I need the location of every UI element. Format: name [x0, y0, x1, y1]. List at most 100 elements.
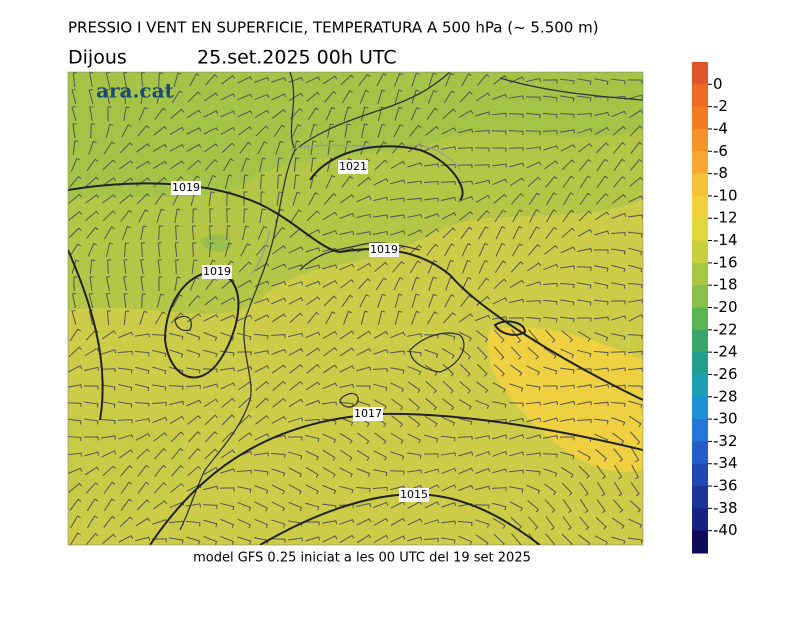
wind-barb: [260, 174, 265, 190]
wind-barb: [526, 262, 542, 272]
wind-barb: [103, 481, 116, 494]
wind-barb: [255, 380, 270, 391]
wind-barb: [85, 482, 99, 494]
wind-barb: [577, 78, 592, 85]
wind-barb: [411, 276, 420, 291]
wind-barb: [424, 501, 440, 509]
wind-barb: [86, 158, 99, 171]
wind-barb: [288, 246, 304, 254]
wind-barb: [560, 400, 576, 406]
wind-barb: [288, 347, 304, 356]
wind-barb: [613, 175, 626, 188]
wind-barb: [475, 314, 491, 322]
wind-barb: [122, 275, 128, 291]
wind-barb: [219, 487, 235, 492]
wind-barb: [192, 242, 197, 258]
colorbar-label: -26: [713, 365, 738, 383]
colorbar-segment: [692, 307, 708, 331]
wind-barb: [136, 499, 150, 511]
colorbar-label: -6: [713, 142, 728, 160]
wind-barb: [220, 449, 236, 459]
wind-barb: [611, 315, 627, 321]
colorbar-label: -20: [713, 298, 738, 316]
wind-barb: [630, 431, 641, 445]
wind-barb: [492, 401, 507, 408]
wind-barb: [100, 418, 116, 425]
wind-barb: [220, 332, 235, 341]
wind-barb: [289, 363, 304, 374]
wind-barb: [84, 451, 100, 457]
wind-barb: [305, 296, 321, 306]
wind-barb: [509, 76, 525, 84]
wind-barb: [560, 466, 574, 478]
wind-barb: [123, 310, 130, 326]
wind-barb: [242, 225, 249, 240]
colorbar-label: -14: [713, 231, 738, 249]
wind-barb: [474, 504, 490, 509]
wind-barb: [322, 520, 338, 525]
wind-barb: [118, 401, 133, 408]
wind-barb: [322, 449, 336, 461]
wind-barb: [509, 95, 524, 100]
wind-barb: [185, 384, 201, 389]
wind-barb: [628, 299, 643, 304]
wind-barb: [627, 537, 643, 544]
wind-barb: [339, 449, 353, 462]
wind-barb: [186, 367, 201, 374]
wind-barb: [424, 468, 440, 474]
colorbar-segment: [692, 106, 708, 130]
wind-barb: [406, 469, 422, 474]
wind-barb: [424, 519, 440, 525]
wind-barb: [373, 399, 387, 410]
wind-barb: [427, 259, 438, 274]
wind-barb: [458, 484, 474, 491]
wind-barb: [171, 465, 184, 477]
wind-barb: [107, 259, 112, 275]
wind-barb: [545, 226, 558, 239]
wind-barb: [441, 127, 457, 135]
wind-barb: [393, 124, 404, 138]
wind-barb: [424, 364, 438, 377]
wind-barb: [237, 486, 252, 493]
wind-barb: [509, 417, 525, 423]
wind-barb: [594, 111, 610, 117]
wind-barb: [254, 452, 269, 457]
wind-barb: [546, 209, 557, 223]
wind-barb: [118, 449, 134, 459]
wind-barb: [493, 329, 505, 343]
wind-barb: [476, 330, 489, 343]
wind-barb: [86, 498, 98, 512]
wind-barb: [100, 368, 116, 373]
wind-barb: [101, 330, 117, 340]
wind-barb: [425, 125, 440, 136]
wind-barb: [305, 399, 321, 406]
wind-barb: [136, 448, 150, 460]
wind-barb: [389, 197, 405, 202]
wind-barb: [578, 534, 591, 545]
wind-barb: [170, 108, 184, 120]
wind-barb: [273, 226, 286, 239]
isobar-label-box: [202, 265, 232, 279]
wind-barb: [543, 435, 559, 440]
wind-barb: [560, 299, 575, 306]
wind-barb: [525, 96, 541, 101]
wind-barb: [390, 179, 406, 185]
wind-barb: [121, 124, 132, 138]
wind-barb: [157, 242, 162, 258]
wind-barb: [458, 195, 474, 202]
wind-barb: [175, 259, 180, 275]
wind-barb: [595, 516, 607, 530]
wind-barb: [563, 192, 574, 206]
wind-barb: [169, 126, 185, 136]
wind-barb: [72, 123, 77, 138]
date: 25.set.2025 00h UTC: [197, 47, 397, 69]
wind-barb: [373, 330, 389, 339]
wind-barb: [542, 385, 558, 390]
wind-barb: [238, 261, 252, 273]
wind-barb: [478, 226, 489, 240]
wind-barb: [105, 242, 114, 257]
wind-barb: [627, 282, 643, 289]
wind-barb: [444, 72, 454, 87]
wind-barb: [88, 88, 94, 104]
